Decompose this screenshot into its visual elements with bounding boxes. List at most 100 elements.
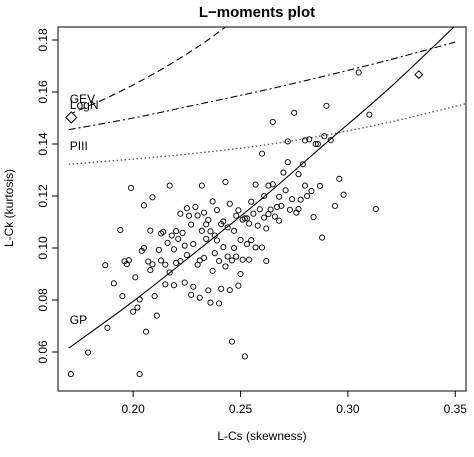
data-point	[211, 250, 218, 257]
x-tick-label: 0.20	[121, 402, 145, 416]
data-point	[314, 140, 321, 148]
data-point	[136, 296, 143, 303]
reference-diamond-marker	[414, 70, 424, 80]
data-point	[248, 198, 255, 205]
data-point	[162, 281, 169, 288]
x-tick-label: 0.35	[444, 402, 468, 416]
special-markers	[65, 70, 424, 124]
data-point	[183, 251, 190, 259]
data-point	[323, 102, 330, 109]
data-point	[246, 220, 253, 227]
plot-frame	[57, 26, 467, 392]
data-point	[295, 205, 302, 213]
reference-curves	[68, 27, 466, 349]
data-point	[280, 169, 287, 176]
data-point	[304, 192, 311, 200]
data-point	[183, 205, 190, 212]
data-point	[215, 300, 223, 307]
data-point	[200, 254, 208, 261]
data-point	[158, 257, 165, 264]
data-point	[130, 308, 137, 315]
data-points	[67, 69, 379, 378]
data-point	[231, 227, 238, 234]
data-point	[222, 263, 229, 270]
data-point	[177, 210, 184, 217]
data-point	[355, 69, 362, 76]
data-point	[177, 257, 184, 265]
data-point	[224, 224, 231, 231]
data-point	[203, 235, 210, 242]
data-point	[164, 239, 171, 246]
data-point	[276, 193, 283, 200]
data-point	[127, 184, 135, 191]
data-point	[269, 118, 276, 125]
data-point	[125, 257, 132, 264]
data-point	[181, 242, 188, 249]
data-point	[166, 182, 173, 189]
data-point	[188, 291, 195, 298]
data-point	[327, 137, 334, 144]
data-point	[265, 182, 272, 189]
data-point	[166, 269, 173, 276]
data-point	[170, 246, 178, 253]
data-point	[190, 241, 197, 248]
x-tick-label: 0.25	[229, 402, 253, 416]
data-point	[190, 283, 197, 290]
data-point	[261, 214, 268, 221]
data-point	[228, 257, 235, 264]
data-point	[134, 304, 141, 311]
data-point	[258, 244, 266, 251]
data-point	[297, 196, 304, 203]
data-point	[224, 253, 231, 260]
data-point	[263, 257, 270, 265]
data-point	[140, 244, 147, 252]
data-point	[254, 222, 261, 229]
data-point	[267, 206, 274, 213]
data-point	[258, 150, 266, 157]
data-point	[196, 257, 203, 264]
y-tick-label: 0.18	[36, 28, 50, 52]
data-point	[200, 209, 208, 216]
data-point	[235, 282, 242, 289]
data-point	[175, 235, 182, 242]
x-axis-label: L-Cs (skewness)	[217, 429, 306, 443]
y-tick-label: 0.14	[36, 132, 50, 156]
y-axis-label: L-Ck (kurtosis)	[2, 169, 16, 247]
data-point	[241, 215, 248, 222]
annotation-gev: GEV	[70, 92, 95, 106]
y-tick-label: 0.06	[36, 340, 50, 364]
data-point	[149, 261, 156, 268]
curve-gp	[68, 27, 455, 349]
annotation-piii: PIII	[70, 139, 88, 153]
data-point	[85, 349, 92, 356]
data-point	[310, 214, 317, 221]
data-point	[194, 212, 201, 219]
data-point	[209, 267, 216, 274]
data-point	[269, 181, 276, 188]
y-tick-label: 0.10	[36, 236, 50, 260]
data-point	[261, 192, 268, 200]
curve-logn	[68, 41, 456, 131]
data-point	[263, 225, 270, 232]
data-point	[198, 182, 205, 189]
data-point	[273, 203, 281, 210]
data-point	[271, 213, 278, 220]
data-point	[233, 212, 240, 219]
data-point	[278, 202, 285, 209]
data-point	[207, 299, 214, 306]
data-point	[243, 241, 251, 248]
y-axis: 0.06 0.08 0.10 0.12 0.14 0.16 0.18	[36, 28, 58, 364]
data-point	[312, 140, 319, 148]
data-point	[220, 218, 227, 225]
average-diamond-marker	[65, 111, 78, 124]
data-point	[173, 228, 180, 235]
data-point	[102, 262, 109, 269]
data-point	[284, 159, 291, 166]
data-point	[308, 188, 315, 195]
data-point	[340, 191, 347, 198]
data-point	[222, 178, 229, 186]
data-point	[306, 136, 313, 143]
y-tick-label: 0.12	[36, 184, 50, 208]
data-point	[185, 212, 193, 219]
data-point	[153, 312, 160, 319]
